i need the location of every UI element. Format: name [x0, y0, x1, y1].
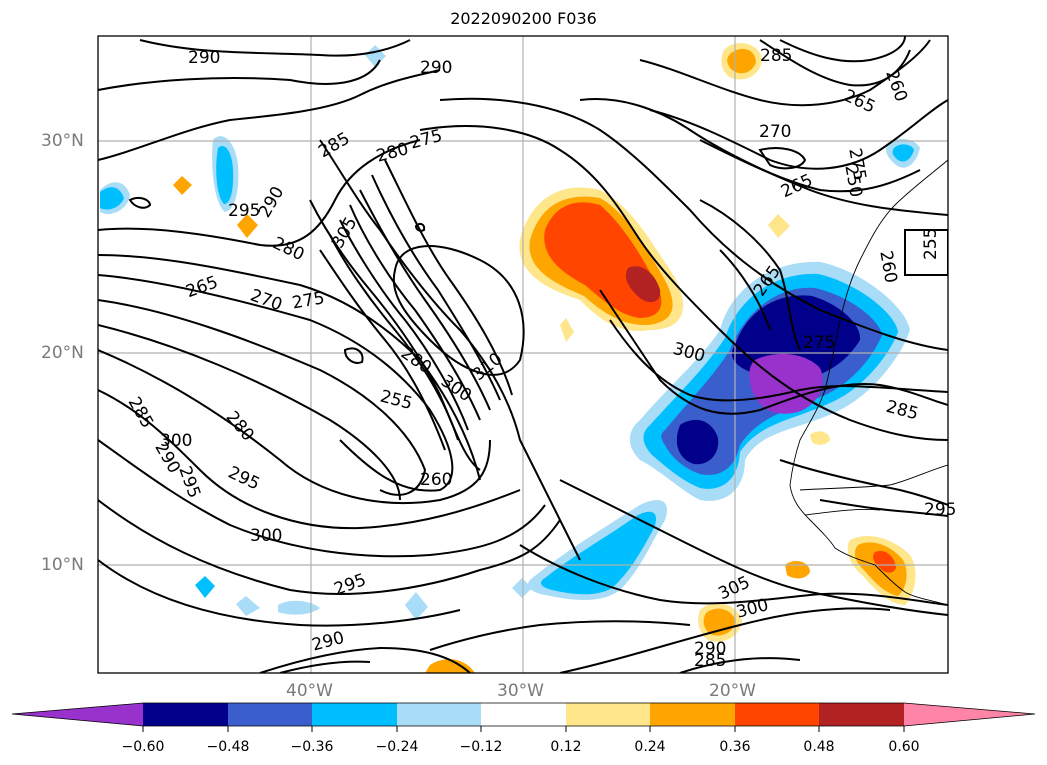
colorbar-tick-label: 0.24 — [634, 739, 666, 755]
colorbar-segment — [735, 703, 819, 726]
colorbar-tick-label: −0.48 — [206, 739, 250, 755]
lat-label-10n: 10°N — [41, 555, 84, 575]
plot-frame — [97, 35, 949, 674]
colorbar-tick-label: 0.36 — [719, 739, 751, 755]
colorbar-segment — [228, 703, 312, 726]
coastline — [789, 159, 948, 606]
colorbar-tick-label: 0.60 — [888, 739, 920, 755]
colorbar-tick-label: 0.48 — [803, 739, 835, 755]
colorbar — [11, 702, 1036, 732]
colorbar-segment — [481, 703, 566, 726]
contour-label: 260 — [420, 470, 452, 490]
colorbar-tick-label: −0.36 — [290, 739, 334, 755]
contour-label: 270 — [759, 122, 791, 142]
contour-lines — [98, 36, 948, 673]
colorbar-tick-label: −0.12 — [459, 739, 503, 755]
colorbar-tick-label: 0.12 — [550, 739, 582, 755]
lat-label-20n: 20°N — [41, 343, 84, 363]
colorbar-segment — [566, 703, 650, 726]
colorbar-extend-left — [12, 703, 143, 726]
contour-label: 285 — [694, 651, 726, 671]
contour-label: 290 — [694, 639, 726, 659]
contour-label: 275 — [803, 333, 835, 353]
colorbar-segment — [819, 703, 904, 726]
contour-label: 285 — [760, 46, 792, 66]
contour-label: 255 — [921, 228, 941, 260]
lon-label-20w: 20°W — [709, 681, 756, 701]
colorbar-tick-label: −0.24 — [375, 739, 419, 755]
lon-label-40w: 40°W — [286, 681, 333, 701]
contour-label: 290 — [420, 58, 452, 78]
colorbar-segment — [650, 703, 735, 726]
contour-label: 300 — [250, 526, 282, 546]
colorbar-segment — [312, 703, 397, 726]
colorbar-segment — [397, 703, 481, 726]
contour-label: 295 — [228, 201, 260, 221]
lat-label-30n: 30°N — [41, 131, 84, 151]
graticule — [98, 36, 948, 673]
lon-label-30w: 30°W — [497, 681, 544, 701]
colorbar-extend-right — [904, 703, 1035, 726]
contour-label: 300 — [160, 431, 192, 451]
colorbar-segment — [143, 703, 228, 726]
colorbar-tick-label: −0.60 — [121, 739, 165, 755]
contour-label-group: 290 290 285 260 265 270 275 265 250 255 … — [124, 46, 957, 671]
map-title: 2022090200 F036 — [450, 9, 597, 28]
contour-label: 295 — [924, 500, 956, 520]
contour-label: 290 — [188, 48, 220, 68]
